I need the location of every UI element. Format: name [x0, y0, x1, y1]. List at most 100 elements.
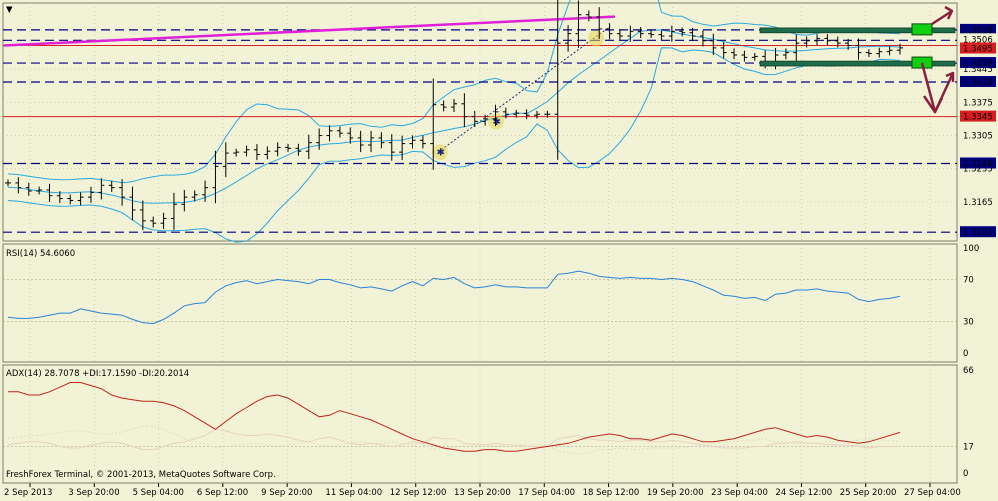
price-bar	[699, 30, 706, 47]
pivot-star-icon: ✱	[437, 148, 445, 159]
channel-box[interactable]	[759, 60, 956, 67]
price-bar	[513, 109, 520, 118]
price-bar	[347, 127, 354, 144]
pivot-highlight	[488, 113, 504, 130]
price-bar	[741, 50, 748, 62]
price-bar	[336, 126, 343, 138]
bollinger-upper-band	[7, 0, 901, 184]
bollinger-lower-band	[7, 47, 901, 243]
channel-box[interactable]	[759, 27, 956, 34]
price-bar	[720, 42, 727, 59]
price-bar	[5, 179, 11, 187]
price-bar	[616, 29, 623, 41]
price-bar	[492, 104, 499, 127]
bollinger-middle-band	[7, 29, 901, 204]
time-axis-label: 18 Sep 12:00	[583, 488, 640, 498]
price-bar	[751, 53, 758, 61]
price-bar	[98, 178, 105, 200]
price-bar	[596, 7, 603, 39]
green-marker	[911, 56, 933, 69]
price-bar	[502, 107, 509, 119]
price-bar	[419, 135, 426, 149]
price-axis-tick: 1.3235	[963, 165, 993, 175]
time-axis-label: 25 Sep 20:00	[840, 488, 897, 498]
level-tag-bg	[960, 226, 996, 238]
price-bar	[326, 125, 333, 142]
level-tag-bg	[960, 42, 996, 54]
time-axis-label: 17 Sep 04:00	[518, 488, 575, 498]
magenta-trendline[interactable]	[3, 15, 616, 47]
price-axis-tick: 1.3375	[963, 98, 993, 108]
rsi-axis-tick: 30	[963, 318, 974, 328]
price-bar	[627, 25, 634, 42]
price-bar	[679, 27, 686, 37]
copyright-footer: FreshForex Terminal, © 2001-2013, MetaQu…	[6, 470, 276, 480]
pivot-highlight	[432, 144, 448, 161]
price-bar	[170, 192, 177, 230]
price-bar	[451, 98, 457, 112]
price-bar	[378, 132, 385, 149]
price-bar	[233, 148, 240, 157]
price-bar	[803, 36, 810, 48]
level-tag-bg	[960, 23, 996, 35]
time-axis-label: 23 Sep 04:00	[711, 488, 768, 498]
level-tag-bg	[960, 57, 996, 69]
price-bar	[139, 200, 146, 231]
up-arrowhead-icon	[944, 5, 954, 20]
price-bar	[295, 143, 302, 156]
price-bar	[285, 143, 292, 152]
price-bar	[46, 183, 53, 202]
price-bar	[585, 10, 592, 22]
minus-di-line	[7, 425, 901, 455]
rsi-title: RSI(14) 54.6060	[6, 249, 75, 259]
rsi-axis-tick: 70	[963, 276, 974, 286]
adx-title: ADX(14) 28.7078 +DI:17.1590 -DI:20.2014	[6, 369, 189, 379]
price-bar	[243, 145, 250, 157]
price-bar	[191, 190, 198, 202]
price-bar	[264, 146, 271, 160]
price-bar	[482, 114, 489, 126]
rsi-axis-tick: 100	[963, 244, 979, 254]
price-bar	[409, 135, 416, 149]
right-arrowhead-icon	[945, 71, 955, 82]
chart-collapse-icon: ▼	[6, 5, 13, 15]
level-tag-label: 1.3246	[963, 160, 993, 170]
time-axis-label: 3 Sep 20:00	[68, 488, 119, 498]
rsi-axis-tick: 0	[963, 349, 968, 359]
price-bar	[253, 144, 260, 161]
price-bar	[834, 36, 841, 48]
time-axis-label: 19 Sep 20:00	[647, 488, 704, 498]
level-tag-label: 1.3506	[963, 35, 993, 45]
price-bar	[119, 179, 126, 206]
price-bar	[731, 48, 738, 60]
price-bar	[129, 186, 136, 221]
pivot-star-icon: ✱	[493, 117, 501, 128]
down-arrowhead-icon	[922, 95, 944, 114]
price-bar	[77, 192, 84, 206]
price-bar	[222, 142, 229, 178]
price-bar	[689, 27, 696, 41]
level-tag-label: 1.3458	[963, 59, 993, 69]
price-bar	[399, 135, 406, 161]
level-tag-label: 1.3528	[963, 26, 993, 36]
price-bar	[637, 27, 644, 38]
level-tag-bg	[960, 33, 996, 45]
up-arrow-icon	[931, 9, 953, 26]
price-bar	[668, 25, 675, 42]
time-axis-label: 27 Sep 04:00	[904, 488, 961, 498]
adx-line	[8, 382, 901, 452]
price-bar	[150, 216, 157, 228]
time-axis-label: 11 Sep 04:00	[325, 488, 382, 498]
level-tag-label: 1.3495	[963, 45, 993, 55]
price-bar	[202, 180, 209, 202]
price-bar	[658, 30, 665, 40]
price-bar	[357, 130, 364, 153]
time-axis-label: 6 Sep 12:00	[197, 488, 248, 498]
price-bar	[782, 48, 789, 60]
time-axis-label: 12 Sep 12:00	[390, 488, 447, 498]
price-bar	[440, 100, 447, 112]
level-tag-bg	[960, 110, 996, 122]
price-bar	[87, 186, 94, 203]
price-bar	[160, 212, 167, 229]
